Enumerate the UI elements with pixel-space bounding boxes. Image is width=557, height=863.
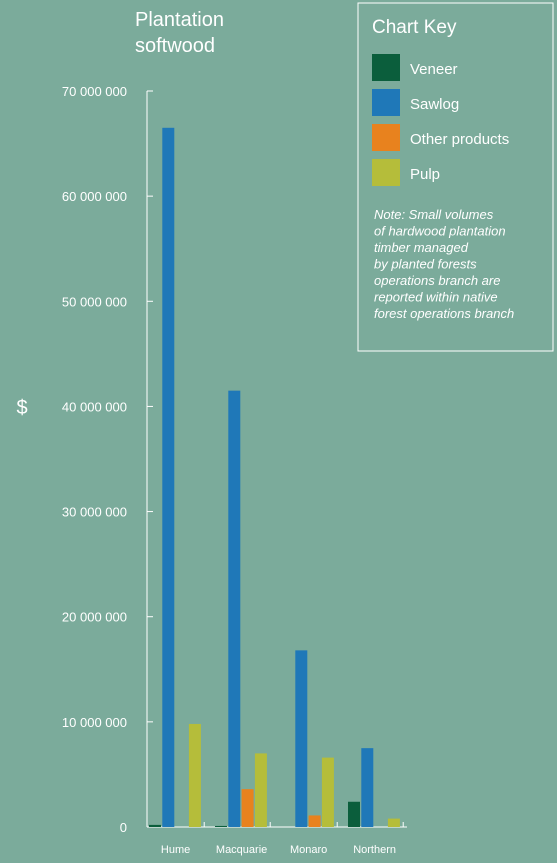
legend-note-line: forest operations branch xyxy=(374,306,514,321)
x-tick-label: Macquarie xyxy=(216,844,267,856)
legend-note-line: of hardwood plantation xyxy=(374,224,506,239)
bar-pulp xyxy=(188,723,201,827)
bar-sawlog xyxy=(295,650,308,827)
bar-pulp xyxy=(387,818,400,827)
y-tick-label: 30 000 000 xyxy=(62,505,127,520)
y-tick-label: 70 000 000 xyxy=(62,84,127,99)
bar-sawlog xyxy=(361,748,374,827)
bar-veneer xyxy=(149,824,161,827)
legend-label: Sawlog xyxy=(410,96,459,113)
legend-label: Veneer xyxy=(410,61,458,78)
legend-note-line: timber managed xyxy=(374,240,469,255)
legend: Chart Key Veneer Sawlog Other products Pulp N… xyxy=(357,2,554,352)
bar-other-products xyxy=(241,789,254,827)
chart-title: Plantation softwood xyxy=(135,9,224,57)
axes: 0 10 000 000 20 000 000 30 000 000 40 000 00… xyxy=(62,84,407,835)
x-tick-label: Northern xyxy=(353,844,396,856)
legend-note-line: by planted forests xyxy=(374,257,477,272)
y-tick-label: 0 xyxy=(120,820,127,835)
legend-swatch xyxy=(372,54,400,81)
legend-swatch xyxy=(372,89,400,116)
legend-note-line: Note: Small volumes xyxy=(374,207,494,222)
bar-sawlog xyxy=(162,127,175,828)
y-tick-label: 40 000 000 xyxy=(62,399,127,414)
bars: Hume Macquarie Monaro Northern xyxy=(149,127,404,856)
legend-note-line: reported within native xyxy=(374,290,498,305)
legend-swatch xyxy=(372,159,400,186)
bar-sawlog xyxy=(228,390,241,827)
bar-other-products xyxy=(308,815,321,827)
legend-title: Chart Key xyxy=(372,17,457,38)
y-tick-label: 20 000 000 xyxy=(62,610,127,625)
x-tick-label: Hume xyxy=(161,844,190,856)
y-axis-label: $ xyxy=(16,397,27,419)
bar-pulp xyxy=(321,757,334,827)
x-tick-label: Monaro xyxy=(290,844,327,856)
legend-label: Pulp xyxy=(410,166,440,183)
y-tick-label: 10 000 000 xyxy=(62,715,127,730)
bar-pulp xyxy=(254,753,267,827)
legend-swatch xyxy=(372,124,400,151)
y-tick-label: 60 000 000 xyxy=(62,189,127,204)
y-tick-label: 50 000 000 xyxy=(62,294,127,309)
bar-veneer xyxy=(215,825,227,827)
legend-box xyxy=(357,2,554,352)
legend-note-line: operations branch are xyxy=(374,273,500,288)
legend-label: Other products xyxy=(410,131,509,148)
chart-title-line: softwood xyxy=(135,35,215,57)
chart-title-line: Plantation xyxy=(135,9,224,31)
bar-veneer xyxy=(348,801,360,827)
